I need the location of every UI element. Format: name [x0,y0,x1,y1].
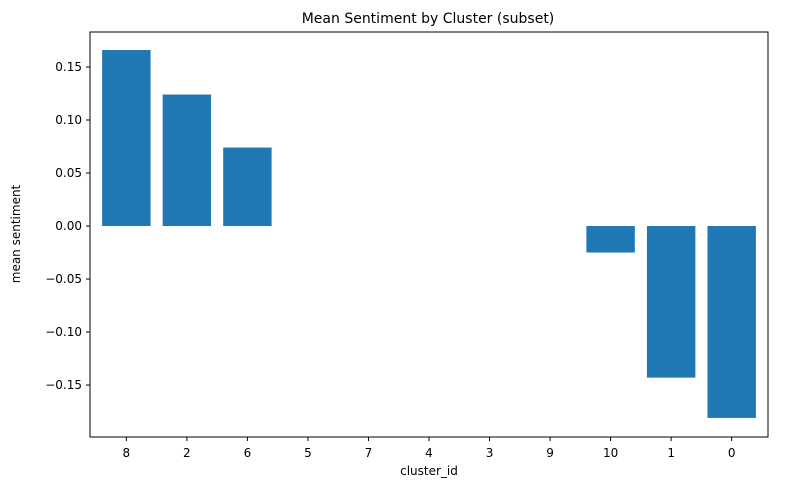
x-tick-label: 10 [603,446,618,460]
y-tick-label: −0.10 [45,325,82,339]
bar-1 [646,226,696,378]
x-tick-label: 8 [123,446,131,460]
y-tick-label: 0.05 [55,166,82,180]
bar-6 [223,147,272,227]
plot-frame [89,31,769,438]
chart-title: Mean Sentiment by Cluster (subset) [302,11,555,27]
y-axis-label: mean sentiment [9,184,23,283]
x-tick-label: 1 [667,446,675,460]
bar-8 [102,50,151,227]
x-tick-label: 0 [728,446,736,460]
bar-0 [707,226,756,418]
x-tick-label: 2 [183,446,191,460]
y-tick-label: 0.10 [55,113,82,127]
y-tick-label: −0.05 [45,272,82,286]
x-tick-label: 9 [546,446,554,460]
x-tick-label: 6 [244,446,252,460]
x-tick-label: 5 [304,446,312,460]
x-tick-label: 3 [486,446,494,460]
y-tick-label: 0.00 [55,219,82,233]
x-tick-label: 4 [425,446,433,460]
x-axis-label: cluster_id [400,464,458,478]
y-tick-label: −0.15 [45,378,82,392]
bar-10 [586,226,635,253]
y-tick-label: 0.15 [55,60,82,74]
x-tick-label: 7 [365,446,373,460]
plot-area: 8 2 6 5 7 4 3 9 10 1 0−0.15−0.10−0.050.000.050.100… [45,50,756,460]
bar-2 [162,94,212,227]
